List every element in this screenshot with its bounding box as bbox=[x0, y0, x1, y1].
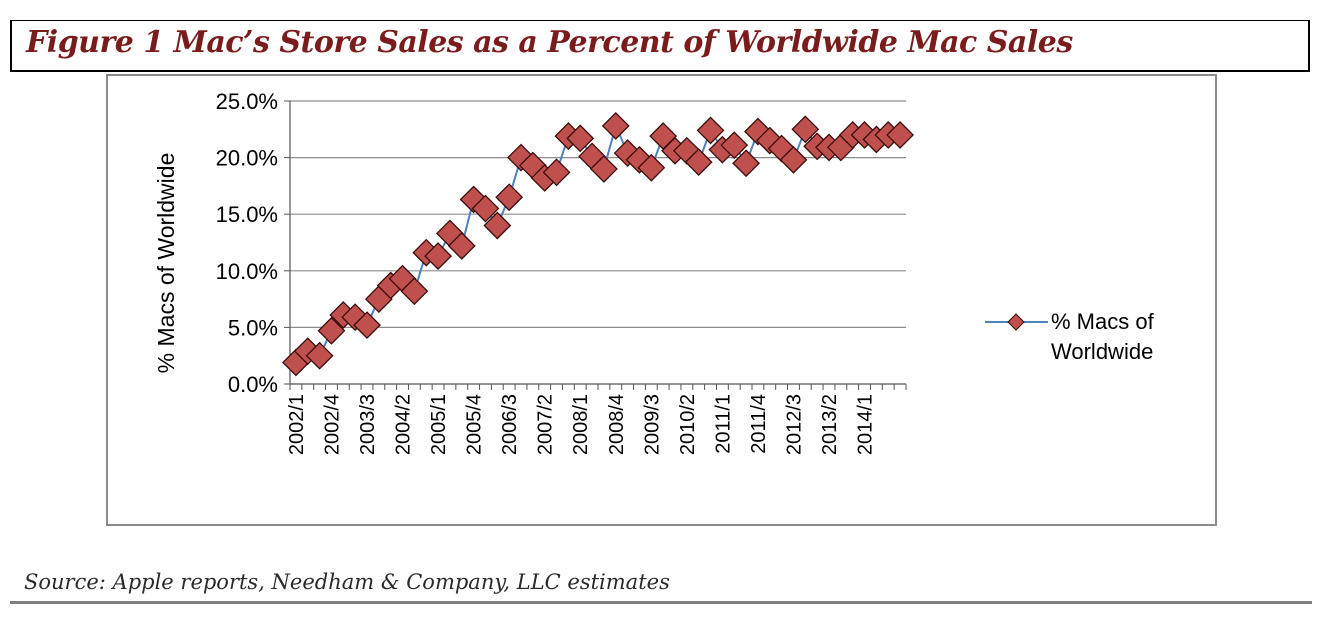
data-point bbox=[625, 145, 654, 174]
x-tick-label: 2008/1 bbox=[570, 394, 592, 455]
x-tick-label: 2005/1 bbox=[428, 394, 450, 455]
y-axis-label: % Macs of Worldwide bbox=[153, 153, 179, 374]
legend: % Macs of Worldwide bbox=[985, 309, 1160, 364]
y-tick-label: 20.0% bbox=[216, 146, 278, 171]
x-tick-label: 2013/2 bbox=[819, 394, 841, 455]
data-point bbox=[305, 341, 334, 370]
x-tick-label: 2011/4 bbox=[748, 394, 770, 454]
data-point bbox=[720, 131, 749, 160]
data-point bbox=[495, 183, 524, 212]
data-point bbox=[542, 158, 571, 187]
x-tick-label: 2012/3 bbox=[783, 394, 805, 455]
data-point bbox=[566, 124, 595, 153]
y-tick-label: 10.0% bbox=[216, 259, 278, 284]
x-tick-label: 2008/4 bbox=[606, 394, 628, 455]
series-markers bbox=[282, 111, 914, 377]
y-tick-labels: 0.0% 5.0% 10.0% 15.0% 20.0% 25.0% bbox=[216, 89, 278, 397]
data-point bbox=[590, 155, 618, 183]
y-tick-label: 25.0% bbox=[216, 89, 278, 114]
data-point bbox=[886, 121, 914, 149]
x-tick-label: 2009/3 bbox=[641, 394, 663, 455]
data-point bbox=[447, 231, 476, 260]
axes bbox=[284, 100, 907, 390]
data-point bbox=[317, 316, 346, 345]
legend-diamond-icon bbox=[1007, 313, 1025, 331]
x-tick-label: 2002/4 bbox=[321, 394, 343, 455]
y-tick-label: 15.0% bbox=[216, 202, 278, 227]
x-tick-label: 2006/3 bbox=[499, 394, 521, 455]
data-point bbox=[696, 116, 725, 145]
figure-title-box: Figure 1 Mac’s Store Sales as a Percent … bbox=[10, 20, 1310, 72]
line-chart: 0.0%5.0%10.0%15.0%20.0%25.0% 2002/1 2002/… bbox=[153, 89, 1160, 455]
chart-frame: 0.0% 5.0% 10.0% 15.0% 20.0% 25.0% 2002/1 2002/… bbox=[106, 74, 1217, 526]
data-point bbox=[483, 211, 512, 240]
x-tick-label: 2014/1 bbox=[855, 394, 877, 455]
y-tick-label: 0.0% bbox=[228, 372, 278, 397]
data-point bbox=[471, 194, 500, 223]
bottom-rule bbox=[10, 601, 1312, 604]
x-tick-label: 2011/1 bbox=[712, 394, 734, 454]
x-tick-label: 2007/2 bbox=[535, 394, 557, 455]
data-point bbox=[400, 277, 429, 306]
x-tick-label: 2010/2 bbox=[677, 394, 699, 455]
data-point bbox=[732, 149, 760, 178]
x-tick-label: 2002/1 bbox=[286, 394, 308, 455]
x-tick-label: 2003/3 bbox=[357, 394, 379, 455]
source-note: Source: Apple reports, Needham & Company… bbox=[24, 570, 670, 594]
data-point bbox=[791, 115, 820, 144]
x-tick-labels: 2002/1 2002/4 2003/3 2004/2 2005/1 2005/4 2006… bbox=[286, 394, 877, 455]
legend-label: % Macs of Worldwide bbox=[1051, 309, 1160, 364]
figure-title: Figure 1 Mac’s Store Sales as a Percent … bbox=[26, 25, 1073, 60]
data-point bbox=[637, 153, 666, 182]
data-point bbox=[353, 311, 381, 340]
data-point bbox=[424, 242, 452, 271]
data-point bbox=[601, 111, 630, 140]
data-point bbox=[779, 145, 808, 174]
x-tick-label: 2005/4 bbox=[464, 394, 486, 455]
x-tick-label: 2004/2 bbox=[393, 394, 415, 455]
data-point bbox=[684, 148, 713, 177]
y-tick-label: 5.0% bbox=[228, 315, 278, 340]
data-point bbox=[341, 303, 370, 332]
